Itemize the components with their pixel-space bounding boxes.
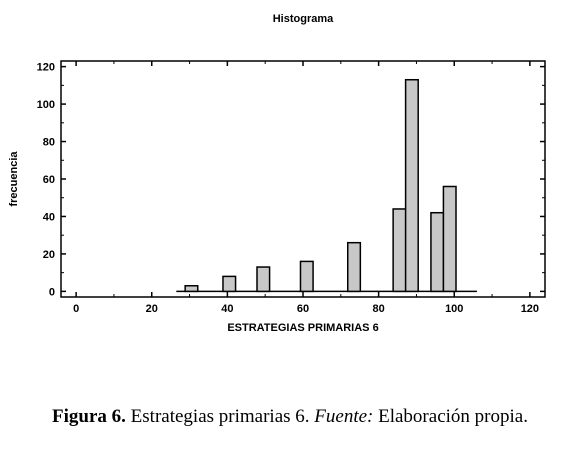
histogram-bar [184, 285, 199, 293]
y-tick-label: 120 [37, 62, 55, 74]
histogram-bar [299, 260, 314, 293]
x-tick-label: 120 [521, 303, 539, 315]
x-tick-label: 80 [373, 303, 385, 315]
chart-title: Histograma [273, 13, 334, 25]
histogram-chart: Histograma 0 20 40 60 80 100 120 0 20 40 60 80 100 12… [8, 13, 546, 334]
x-axis-label: ESTRATEGIAS PRIMARIAS 6 [227, 322, 378, 334]
y-axis-label: frecuencia [8, 151, 20, 207]
x-tick-label: 100 [445, 303, 463, 315]
histogram-bar [442, 185, 457, 293]
caption-source-label: Fuente: [314, 406, 374, 427]
histogram-bar [347, 241, 362, 293]
histogram-bar [430, 211, 445, 293]
y-tick-label: 80 [43, 137, 55, 149]
histogram-bar [392, 208, 407, 293]
histogram-bar [404, 78, 419, 293]
y-tick-label: 20 [43, 249, 55, 261]
x-tick-label: 20 [146, 303, 158, 315]
y-tick-label: 0 [49, 286, 55, 298]
histogram-bar [222, 275, 237, 293]
x-tick-label: 60 [297, 303, 309, 315]
histogram-bar [256, 266, 271, 293]
x-tick-label: 40 [221, 303, 233, 315]
y-tick-label: 60 [43, 174, 55, 186]
caption-label: Figura 6. [52, 406, 126, 427]
caption-text: Estrategias primarias 6. [125, 406, 315, 427]
y-tick-label: 100 [37, 99, 55, 111]
y-tick-label: 40 [43, 211, 55, 223]
caption-source-text: Elaboración propia. [373, 406, 528, 427]
figure-caption: Figura 6. Estrategias primarias 6. Fuent… [0, 406, 580, 428]
x-tick-label: 0 [73, 303, 79, 315]
